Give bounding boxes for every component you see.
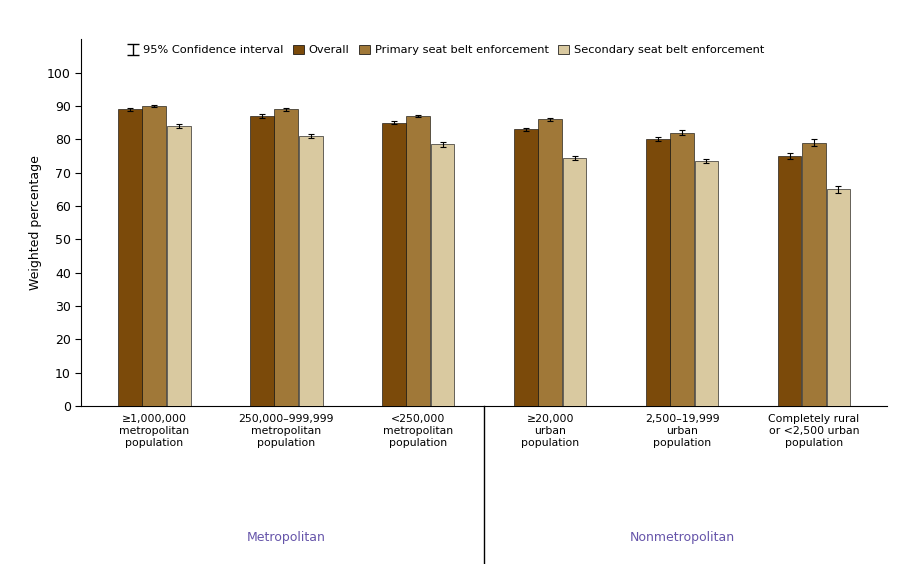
Bar [514,130,538,406]
Bar [563,158,586,406]
Bar [299,136,322,406]
Legend: 95% Confidence interval, Overall, Primary seat belt enforcement, Secondary seat : 95% Confidence interval, Overall, Primar… [128,45,764,55]
Bar [538,120,562,406]
Bar [167,126,191,406]
Text: Nonmetropolitan: Nonmetropolitan [630,531,735,544]
Bar [802,143,826,406]
Bar [142,106,167,406]
Y-axis label: Weighted percentage: Weighted percentage [29,155,42,290]
Bar [826,190,851,406]
Bar [671,133,694,406]
Bar [695,161,719,406]
Bar [250,116,273,406]
Bar [382,123,405,406]
Bar [646,139,670,406]
Text: Metropolitan: Metropolitan [247,531,326,544]
Bar [431,144,454,406]
Bar [274,109,298,406]
Bar [118,109,142,406]
Bar [777,156,802,406]
Bar [406,116,430,406]
